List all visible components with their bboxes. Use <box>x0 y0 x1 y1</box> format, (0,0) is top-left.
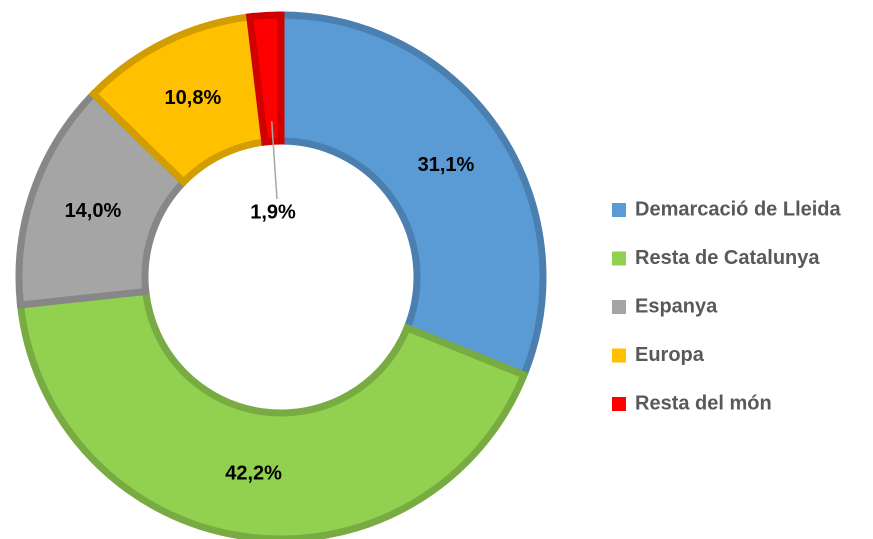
legend-swatch <box>612 348 626 363</box>
slice <box>16 287 529 539</box>
data-label: 42,2% <box>225 462 282 484</box>
data-label: 1,9% <box>250 201 296 223</box>
legend-label: Resta de Catalunya <box>635 247 820 269</box>
legend-label: Resta del món <box>635 392 772 414</box>
legend-label: Europa <box>635 344 705 366</box>
legend-swatch <box>612 300 626 314</box>
legend-label: Demarcació de Lleida <box>635 198 842 220</box>
legend-label: Espanya <box>635 295 718 317</box>
data-label: 31,1% <box>418 154 475 176</box>
data-label: 10,8% <box>165 87 222 109</box>
slice <box>277 11 547 380</box>
slice <box>245 11 285 146</box>
legend-swatch <box>612 251 626 266</box>
legend-swatch <box>612 397 626 411</box>
legend-swatch <box>612 203 626 217</box>
data-label: 14,0% <box>65 200 122 222</box>
leader-line <box>270 121 278 200</box>
